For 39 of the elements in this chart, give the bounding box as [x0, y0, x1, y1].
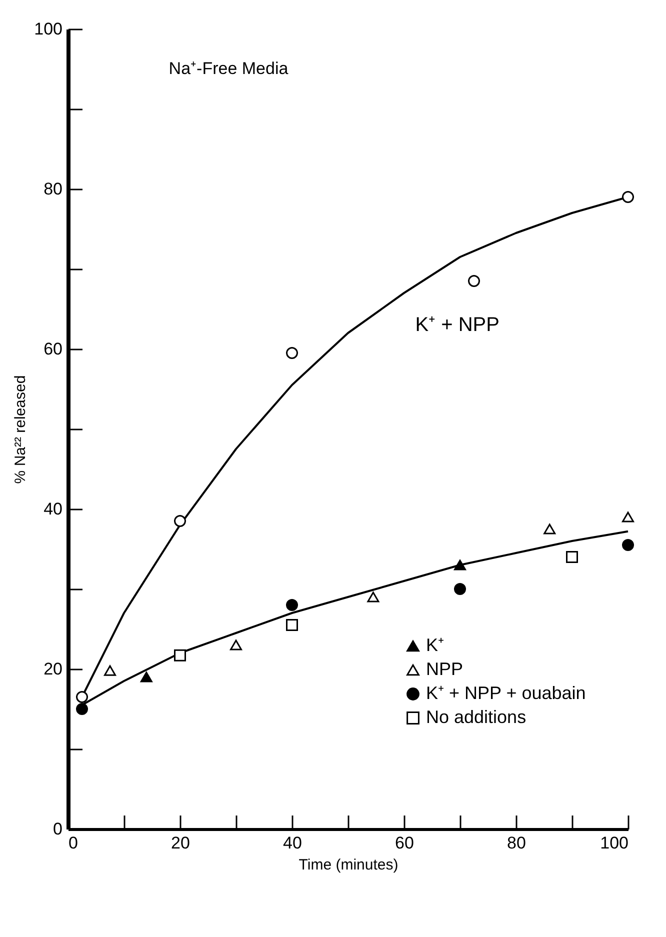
y-tick-label: 100 — [34, 20, 62, 38]
annotation: K⁺ + NPP — [415, 314, 500, 336]
point — [622, 539, 634, 551]
x-tick-label: 0 — [68, 834, 78, 852]
x-tick-label: 100 — [600, 834, 628, 852]
x-tick-label: 60 — [395, 834, 414, 852]
x-axis-title: Time (minutes) — [298, 856, 398, 874]
point — [104, 665, 116, 676]
y-tick-label: 60 — [44, 340, 62, 358]
point — [174, 649, 186, 662]
point — [76, 703, 88, 715]
point — [622, 512, 634, 522]
x-tick-label: 40 — [283, 834, 302, 852]
point — [454, 560, 466, 570]
y-tick-label: 0 — [53, 820, 62, 838]
legend-label: NPP — [426, 659, 464, 679]
y-axis-title: % Na²² released — [12, 375, 30, 484]
point — [454, 583, 466, 595]
y-tick-label: 40 — [44, 500, 62, 518]
point — [174, 515, 186, 527]
y-tick-label: 20 — [44, 660, 62, 678]
legend-label: No additions — [426, 707, 526, 727]
point — [140, 672, 152, 682]
point — [468, 275, 480, 287]
legend-label: K⁺ + NPP + ouabain — [426, 683, 586, 703]
point — [76, 691, 88, 703]
annotation: Na⁺-Free Media — [168, 59, 289, 78]
point — [622, 191, 634, 203]
point — [230, 640, 242, 650]
x-tick-label: 20 — [171, 834, 190, 852]
point — [367, 592, 380, 602]
x-tick-label: 80 — [507, 834, 526, 852]
legend-label: K⁺ — [426, 635, 444, 655]
point — [286, 619, 298, 631]
point — [286, 599, 298, 611]
point — [544, 524, 556, 534]
y-tick-label: 80 — [44, 180, 62, 198]
point — [286, 347, 298, 359]
point — [566, 551, 578, 563]
